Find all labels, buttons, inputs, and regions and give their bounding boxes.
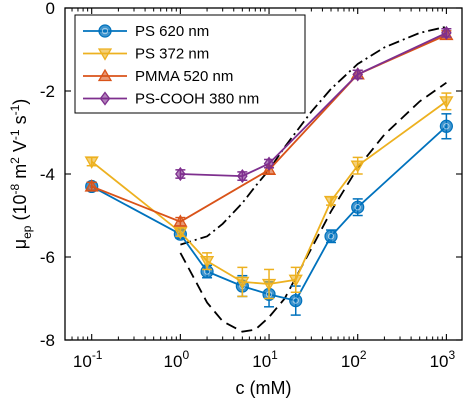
y-axis-label: μep (10-8 m2 V-1 s-1) (8, 99, 34, 250)
marker-triangle-down (97, 48, 113, 61)
x-tick-exponent: -1 (92, 348, 103, 362)
x-tick-label: 10-1 (73, 348, 103, 371)
marker-circle (98, 24, 112, 38)
marker-triangle-down (288, 274, 303, 288)
marker-diamond (441, 25, 452, 40)
y-tick-label: -4 (40, 165, 55, 184)
legend-label: PMMA 520 nm (135, 68, 233, 85)
marker-circle (289, 293, 303, 308)
x-tick-exponent: 2 (360, 348, 367, 362)
marker-outline (324, 229, 338, 243)
marker-diamond (263, 156, 275, 171)
x-tick-base: 10 (341, 352, 360, 371)
marker-outline (439, 119, 453, 133)
marker-outline (98, 24, 112, 38)
series-2 (84, 92, 454, 300)
marker-diamond (175, 166, 186, 182)
y-label-close: ) (10, 99, 30, 105)
legend-item: PS-COOH 380 nm (83, 91, 259, 108)
marker-circle (324, 229, 338, 243)
x-tick-label: 103 (430, 348, 456, 371)
y-label-open: (10 (10, 194, 30, 225)
marker-triangle-down (261, 278, 277, 292)
marker-diamond (237, 168, 248, 184)
y-label-mu: μ (10, 239, 30, 249)
legend-label: PS 372 nm (135, 46, 209, 63)
legend-item: PMMA 520 nm (83, 68, 233, 85)
marker-triangle-down (84, 156, 99, 169)
x-tick-base: 10 (430, 352, 449, 371)
y-label-m: m (10, 164, 30, 184)
x-tick-label: 100 (164, 348, 190, 371)
marker-triangle-down (350, 160, 365, 174)
marker-circle (439, 119, 453, 133)
marker-triangle-down (199, 255, 215, 269)
marker-triangle-down (323, 195, 339, 209)
marker-circle (200, 264, 214, 279)
y-tick-label: 0 (46, 0, 55, 18)
marker-circle (351, 200, 365, 214)
marker-inner (101, 27, 109, 35)
legend-item: PS 372 nm (83, 46, 209, 63)
y-tick-label: -2 (40, 82, 55, 101)
y-label-sub: ep (20, 225, 34, 239)
marker-triangle-down (173, 226, 188, 240)
marker-outline (289, 293, 303, 308)
series-layer (84, 25, 454, 316)
y-label-exp4: -1 (8, 104, 22, 115)
x-axis-label: c (mM) (236, 378, 292, 398)
x-tick-label: 102 (341, 348, 367, 371)
marker-inner (327, 233, 335, 240)
marker-triangle-down (235, 276, 250, 290)
marker-triangle-up (97, 68, 113, 82)
legend-item: PS 620 nm (83, 23, 209, 40)
x-tick-base: 10 (73, 352, 92, 371)
x-tick-exponent: 3 (449, 348, 456, 362)
x-tick-label: 101 (252, 348, 278, 371)
y-label-v: V (10, 140, 30, 157)
y-tick-label: -6 (40, 248, 55, 267)
legend: PS 620 nm PS 372 nm PMMA 520 nm PS-COOH 380… (74, 14, 306, 114)
y-label-exp3: -1 (8, 129, 22, 140)
marker-triangle-down (439, 96, 454, 109)
marker-diamond (352, 67, 364, 82)
x-tick-base: 10 (164, 352, 183, 371)
y-tick-label: -8 (40, 331, 55, 350)
series-line (91, 100, 447, 285)
marker-triangle-up (173, 214, 188, 227)
marker-inner (354, 204, 361, 211)
legend-label: PS 620 nm (135, 23, 209, 40)
y-label-exp2: 2 (8, 157, 22, 164)
marker-inner (443, 123, 450, 130)
x-tick-exponent: 0 (182, 348, 189, 362)
marker-diamond (99, 91, 111, 106)
marker-outline (351, 200, 365, 214)
fit-curve-dashdot (180, 25, 447, 246)
x-tick-base: 10 (252, 352, 271, 371)
y-label-s: s (10, 115, 30, 129)
series-4 (175, 25, 452, 184)
y-label-exp1: -8 (8, 183, 22, 194)
legend-label: PS-COOH 380 nm (135, 91, 259, 108)
x-tick-exponent: 1 (271, 348, 278, 362)
marker-inner (292, 297, 299, 304)
marker-triangle-up (84, 179, 99, 192)
